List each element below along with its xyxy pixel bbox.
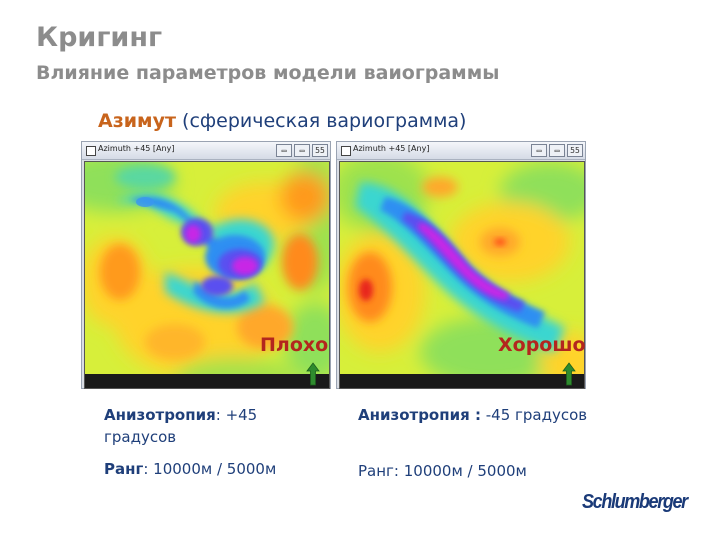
anisotropy-label: Анизотропия : (358, 406, 481, 424)
window-titlebar: Azimuth +45 [Any] ▭ ▭ 55 (82, 142, 330, 160)
heading-accent: Азимут (98, 110, 176, 132)
restore-button[interactable]: ▭ (294, 144, 310, 157)
right-range: Ранг: 10000м / 5000м (358, 462, 527, 480)
slide-subtitle: Влияние параметров модели ваиограммы (36, 62, 500, 84)
range-value: : 10000м / 5000м (143, 460, 277, 478)
range-label: Ранг (104, 460, 144, 478)
arrow-up-icon (306, 362, 320, 386)
verdict-good: Хорошо (498, 334, 586, 356)
left-range: Ранг: 10000м / 5000м (104, 458, 276, 480)
kriging-map-left (84, 161, 330, 389)
verdict-bad: Плохо (260, 334, 329, 356)
right-anisotropy: Анизотропия : -45 градусов (358, 404, 598, 426)
left-anisotropy: Анизотропия: +45 градусов (104, 404, 334, 448)
schlumberger-logo: Schlumberger (582, 491, 688, 513)
window-icon (341, 146, 351, 156)
window-caption: Azimuth +45 [Any] (353, 144, 430, 153)
kriging-window-left: Azimuth +45 [Any] ▭ ▭ 55 (81, 141, 331, 389)
heading-rest: (сферическая вариограмма) (176, 110, 467, 132)
window-caption: Azimuth +45 [Any] (98, 144, 175, 153)
window-titlebar: Azimuth +45 [Any] ▭ ▭ 55 (337, 142, 585, 160)
restore-button[interactable]: ▭ (549, 144, 565, 157)
kriging-window-right: Azimuth +45 [Any] ▭ ▭ 55 (336, 141, 586, 389)
anisotropy-value: : +45 градусов (104, 406, 258, 446)
minimize-button[interactable]: ▭ (276, 144, 292, 157)
anisotropy-label: Анизотропия (104, 406, 216, 424)
kriging-map-right (339, 161, 585, 389)
close-button[interactable]: 55 (567, 144, 583, 157)
window-icon (86, 146, 96, 156)
arrow-up-icon (562, 362, 576, 386)
minimize-button[interactable]: ▭ (531, 144, 547, 157)
section-heading: Азимут (сферическая вариограмма) (98, 110, 466, 132)
anisotropy-value: -45 градусов (480, 406, 588, 424)
close-button[interactable]: 55 (312, 144, 328, 157)
slide-title: Кригинг (36, 22, 163, 53)
